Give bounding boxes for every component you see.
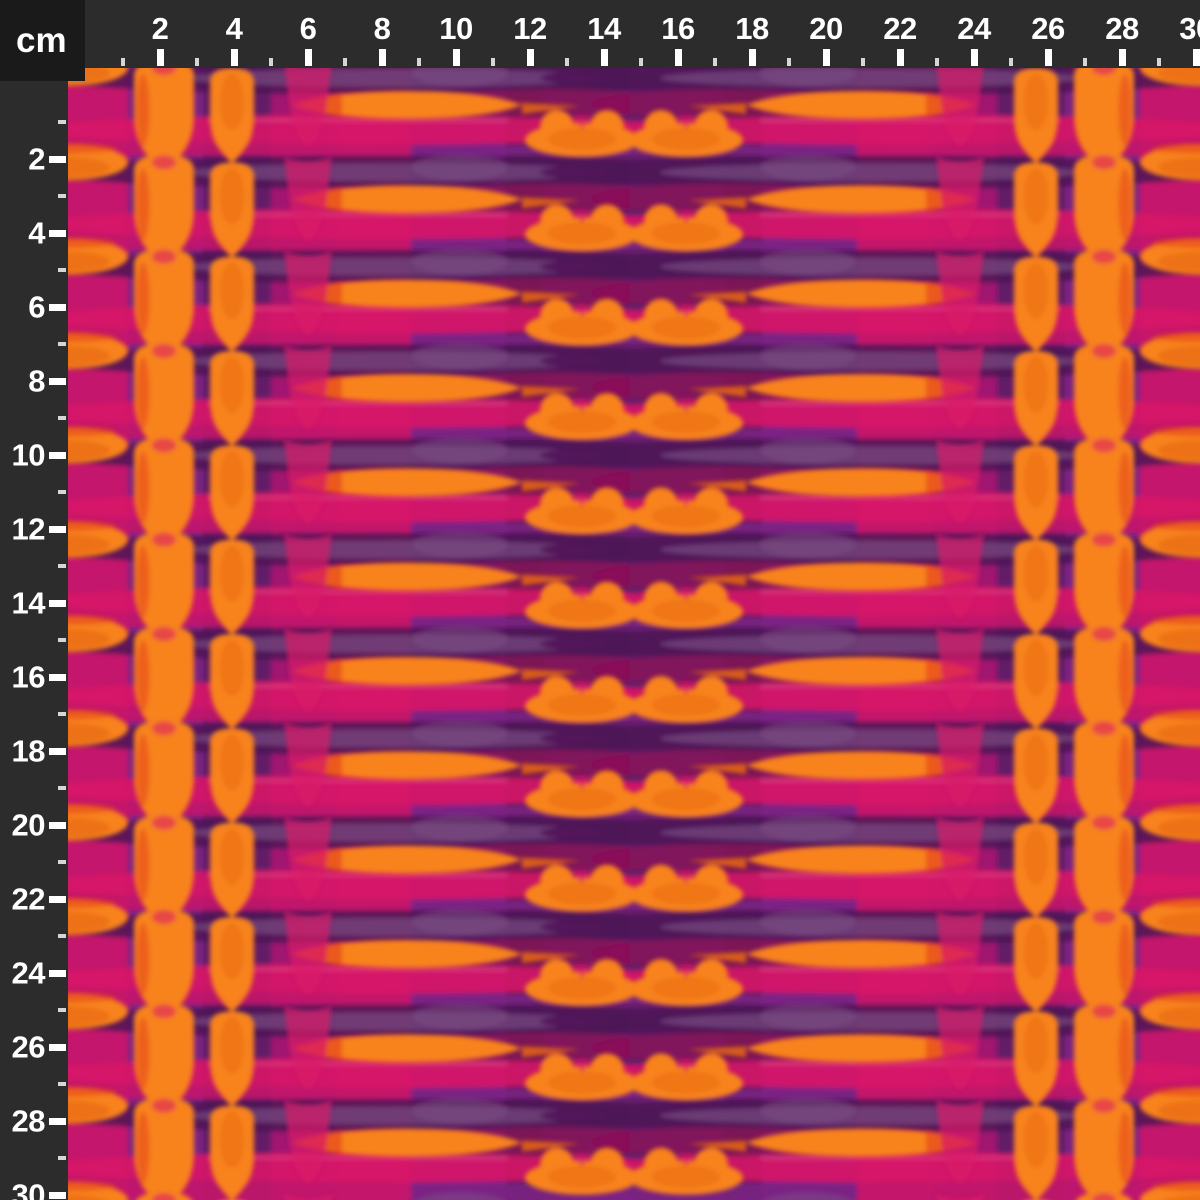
left-ruler-tick-minor xyxy=(58,268,66,272)
left-ruler-number: 22 xyxy=(11,881,46,917)
left-ruler-tick-major xyxy=(49,895,66,903)
top-ruler-tick-major xyxy=(600,49,608,66)
left-ruler-tick-major xyxy=(49,1191,66,1199)
ikat-pattern-svg xyxy=(68,68,1200,1200)
top-ruler-tick-major xyxy=(970,49,978,66)
left-ruler-tick-major xyxy=(49,229,66,237)
top-ruler-number: 4 xyxy=(225,11,243,46)
left-ruler-tick-major xyxy=(49,969,66,977)
left-ruler-tick-major xyxy=(49,599,66,607)
top-ruler-number: 20 xyxy=(809,11,843,46)
top-ruler-tick-minor xyxy=(121,58,125,66)
top-ruler-number: 6 xyxy=(299,11,317,46)
top-ruler-tick-major xyxy=(1192,49,1200,66)
left-ruler-number: 16 xyxy=(11,659,46,695)
left-ruler-tick-major xyxy=(49,1043,66,1051)
fabric-pattern-swatch xyxy=(68,68,1200,1200)
left-ruler-tick-minor xyxy=(58,490,66,494)
top-ruler-tick-minor xyxy=(491,58,495,66)
left-ruler-tick-minor xyxy=(58,1156,66,1160)
left-ruler-tick-major xyxy=(49,747,66,755)
top-ruler-number: 12 xyxy=(513,11,547,46)
left-ruler-number: 20 xyxy=(11,807,46,843)
top-ruler-tick-major xyxy=(526,49,534,66)
top-ruler-tick-major xyxy=(452,49,460,66)
top-ruler-number: 22 xyxy=(883,11,917,46)
top-ruler-tick-minor xyxy=(343,58,347,66)
top-ruler-number: 26 xyxy=(1031,11,1065,46)
top-ruler-tick-minor xyxy=(417,58,421,66)
top-ruler-number: 8 xyxy=(373,11,391,46)
top-ruler-tick-minor xyxy=(1009,58,1013,66)
left-ruler-tick-major xyxy=(49,821,66,829)
top-ruler-tick-minor xyxy=(935,58,939,66)
left-ruler-number: 12 xyxy=(11,511,46,547)
left-ruler-tick-minor xyxy=(58,712,66,716)
top-ruler-tick-major xyxy=(156,49,164,66)
top-ruler-number: 24 xyxy=(957,11,991,46)
left-ruler-number: 8 xyxy=(28,363,45,399)
top-ruler-tick-minor xyxy=(269,58,273,66)
left-ruler-number: 10 xyxy=(11,437,46,473)
top-ruler-number: 16 xyxy=(661,11,695,46)
left-ruler-tick-major xyxy=(49,377,66,385)
left-ruler: 2 4 6 8 10 12 14 16 18 20 22 24 26 28 30 xyxy=(0,0,68,1200)
top-ruler-tick-major xyxy=(674,49,682,66)
top-ruler-number: 2 xyxy=(151,11,169,46)
left-ruler-number: 28 xyxy=(11,1103,46,1139)
left-ruler-tick-minor xyxy=(58,1008,66,1012)
left-ruler-number: 4 xyxy=(28,215,45,251)
unit-corner-box: cm xyxy=(0,0,85,81)
left-ruler-number: 30 xyxy=(11,1177,46,1200)
left-ruler-tick-major xyxy=(49,1117,66,1125)
left-ruler-tick-major xyxy=(49,673,66,681)
left-ruler-tick-minor xyxy=(58,342,66,346)
left-ruler-tick-minor xyxy=(58,120,66,124)
top-ruler-tick-minor xyxy=(195,58,199,66)
top-ruler-tick-minor xyxy=(1157,58,1161,66)
top-ruler-number: 14 xyxy=(587,11,621,46)
left-ruler-tick-minor xyxy=(58,638,66,642)
left-ruler-tick-major xyxy=(49,303,66,311)
top-ruler-tick-minor xyxy=(861,58,865,66)
top-ruler-tick-major xyxy=(378,49,386,66)
top-ruler-number: 18 xyxy=(735,11,769,46)
top-ruler-tick-minor xyxy=(565,58,569,66)
left-ruler-number: 2 xyxy=(28,141,45,177)
left-ruler-tick-minor xyxy=(58,564,66,568)
left-ruler-number: 24 xyxy=(11,955,46,991)
top-ruler-number: 28 xyxy=(1105,11,1139,46)
top-ruler-tick-major xyxy=(304,49,312,66)
left-ruler-number: 6 xyxy=(28,289,45,325)
top-ruler-tick-major xyxy=(748,49,756,66)
top-ruler-tick-major xyxy=(822,49,830,66)
left-ruler-number: 14 xyxy=(11,585,46,621)
left-ruler-number: 26 xyxy=(11,1029,46,1065)
top-ruler-tick-minor xyxy=(1083,58,1087,66)
left-ruler-tick-major xyxy=(49,155,66,163)
top-ruler-tick-major xyxy=(1044,49,1052,66)
left-ruler-tick-minor xyxy=(58,194,66,198)
top-ruler-tick-major xyxy=(1118,49,1126,66)
left-ruler-tick-minor xyxy=(58,934,66,938)
left-ruler-tick-minor xyxy=(58,860,66,864)
left-ruler-tick-minor xyxy=(58,786,66,790)
top-ruler-number: 10 xyxy=(439,11,473,46)
left-ruler-number: 18 xyxy=(11,733,46,769)
top-ruler-number: 30 xyxy=(1179,11,1200,46)
top-ruler-tick-major xyxy=(230,49,238,66)
top-ruler-tick-major xyxy=(896,49,904,66)
top-ruler-tick-minor xyxy=(713,58,717,66)
left-ruler-tick-major xyxy=(49,525,66,533)
left-ruler-tick-major xyxy=(49,451,66,459)
left-ruler-tick-minor xyxy=(58,416,66,420)
unit-label: cm xyxy=(16,21,67,60)
top-ruler-tick-minor xyxy=(787,58,791,66)
top-ruler-tick-minor xyxy=(639,58,643,66)
left-ruler-tick-minor xyxy=(58,1082,66,1086)
